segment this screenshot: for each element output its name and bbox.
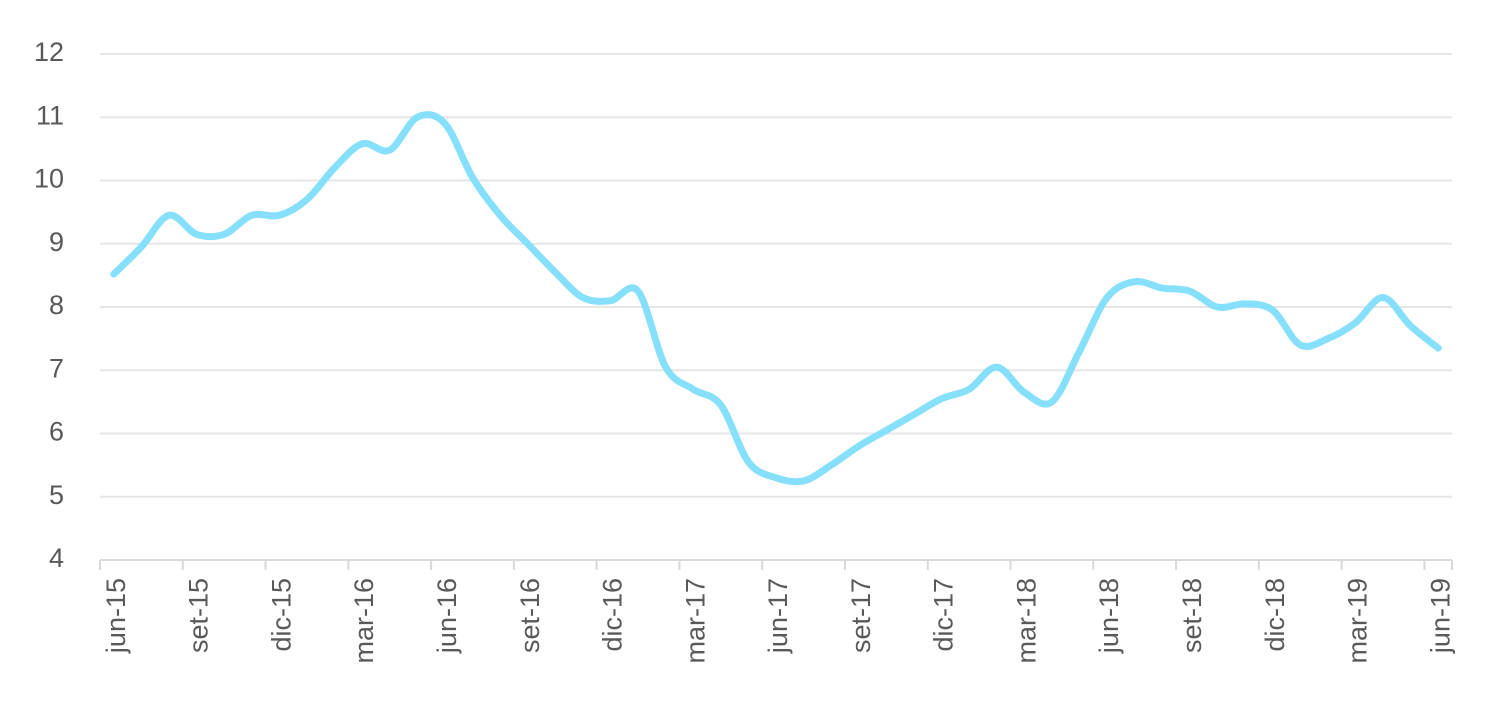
x-tick-label: jun-18 — [1094, 578, 1124, 654]
x-tick-label: jun-19 — [1425, 578, 1455, 654]
y-tick-label: 9 — [49, 227, 64, 257]
line-series — [110, 111, 1442, 486]
x-tick-label: dic-16 — [598, 578, 628, 652]
y-tick-label: 4 — [49, 543, 64, 573]
x-tick-label: dic-15 — [266, 578, 296, 652]
x-tick-label: mar-17 — [680, 578, 710, 664]
y-tick-label: 6 — [49, 417, 64, 447]
x-tick-label: set-18 — [1177, 578, 1207, 653]
x-tick-label: set-15 — [184, 578, 214, 653]
y-tick-label: 7 — [49, 353, 64, 383]
x-tick-label: jun-16 — [432, 578, 462, 654]
y-tick-label: 10 — [34, 164, 64, 194]
x-tick-label: set-17 — [846, 578, 876, 653]
x-tick-label: dic-17 — [929, 578, 959, 652]
x-tick-label: jun-17 — [763, 578, 793, 654]
y-tick-label: 5 — [49, 480, 64, 510]
x-tick-label: mar-18 — [1011, 578, 1041, 664]
x-tick-label: dic-18 — [1260, 578, 1290, 652]
x-tick-label: mar-16 — [349, 578, 379, 664]
x-tick-label: jun-15 — [101, 578, 131, 654]
y-tick-label: 11 — [36, 100, 64, 130]
y-tick-label: 12 — [34, 37, 64, 67]
x-tick-label: mar-19 — [1343, 578, 1373, 664]
y-tick-label: 8 — [49, 290, 64, 320]
x-tick-label: set-16 — [515, 578, 545, 653]
